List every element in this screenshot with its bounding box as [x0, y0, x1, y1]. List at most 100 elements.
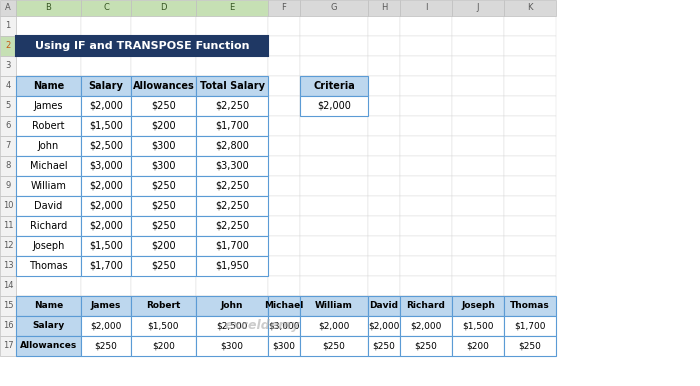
Text: $300: $300	[151, 161, 176, 171]
Text: $2,000: $2,000	[90, 322, 122, 330]
Bar	[452, 116, 504, 136]
Text: James: James	[34, 101, 63, 111]
Bar	[16, 16, 81, 36]
Bar	[81, 176, 131, 196]
Bar	[131, 316, 196, 336]
Bar	[504, 236, 556, 256]
Text: 7: 7	[6, 142, 10, 151]
Bar	[131, 336, 196, 356]
Bar	[81, 96, 131, 116]
Bar	[268, 316, 300, 336]
Bar	[452, 96, 504, 116]
Bar	[300, 296, 368, 316]
Bar	[81, 276, 131, 296]
Text: $250: $250	[151, 101, 176, 111]
Bar	[131, 16, 196, 36]
Bar	[16, 96, 81, 116]
Text: $2,000: $2,000	[317, 101, 351, 111]
Bar	[81, 336, 131, 356]
Bar	[196, 76, 268, 96]
Bar	[368, 56, 400, 76]
Bar	[16, 76, 81, 96]
Bar	[16, 316, 81, 336]
Bar	[16, 276, 81, 296]
Bar	[504, 296, 556, 316]
Text: $2,500: $2,500	[89, 141, 123, 151]
Text: $2,000: $2,000	[89, 181, 123, 191]
Bar	[368, 196, 400, 216]
Bar	[131, 116, 196, 136]
Bar	[131, 56, 196, 76]
Bar	[81, 236, 131, 256]
Text: 10: 10	[3, 201, 13, 210]
Bar	[400, 256, 452, 276]
Bar	[131, 276, 196, 296]
Text: David: David	[370, 301, 398, 310]
Bar	[368, 156, 400, 176]
Bar	[0, 276, 16, 296]
Bar	[196, 156, 268, 176]
Bar	[16, 136, 81, 156]
Bar	[196, 216, 268, 236]
Text: $1,700: $1,700	[215, 121, 249, 131]
Bar	[300, 216, 368, 236]
Text: $2,250: $2,250	[215, 201, 249, 211]
Bar	[400, 236, 452, 256]
Text: $250: $250	[519, 342, 541, 350]
Bar	[400, 316, 452, 336]
Bar	[81, 256, 131, 276]
Bar	[368, 76, 400, 96]
Text: 14: 14	[3, 281, 13, 291]
Bar	[504, 0, 556, 16]
Text: C: C	[103, 3, 109, 12]
Text: K: K	[527, 3, 533, 12]
Bar	[368, 316, 400, 336]
Text: 2: 2	[6, 42, 10, 51]
Bar	[81, 296, 131, 316]
Bar	[452, 296, 504, 316]
Text: $3,300: $3,300	[215, 161, 249, 171]
Text: 17: 17	[3, 342, 13, 350]
Bar	[81, 116, 131, 136]
Bar	[504, 296, 556, 316]
Bar	[368, 96, 400, 116]
Bar	[400, 336, 452, 356]
Bar	[16, 196, 81, 216]
Bar	[452, 0, 504, 16]
Bar	[300, 316, 368, 336]
Text: 5: 5	[6, 102, 10, 110]
Bar	[300, 36, 368, 56]
Bar	[131, 96, 196, 116]
Text: 4: 4	[6, 81, 10, 90]
Bar	[400, 296, 452, 316]
Bar	[268, 116, 300, 136]
Text: exceldemy: exceldemy	[224, 320, 300, 332]
Bar	[452, 136, 504, 156]
Bar	[400, 36, 452, 56]
Bar	[81, 76, 131, 96]
Bar	[400, 16, 452, 36]
Text: $1,700: $1,700	[215, 241, 249, 251]
Bar	[131, 96, 196, 116]
Bar	[16, 156, 81, 176]
Bar	[0, 216, 16, 236]
Bar	[81, 116, 131, 136]
Bar	[16, 256, 81, 276]
Text: $300: $300	[220, 342, 244, 350]
Bar	[81, 176, 131, 196]
Bar	[131, 76, 196, 96]
Text: 3: 3	[6, 61, 10, 71]
Text: D: D	[160, 3, 167, 12]
Bar	[16, 236, 81, 256]
Bar	[81, 136, 131, 156]
Bar	[504, 316, 556, 336]
Text: $1,500: $1,500	[148, 322, 179, 330]
Text: $250: $250	[151, 221, 176, 231]
Bar	[0, 336, 16, 356]
Text: 9: 9	[6, 181, 10, 191]
Bar	[504, 116, 556, 136]
Text: 8: 8	[6, 161, 10, 171]
Text: Allowances: Allowances	[20, 342, 77, 350]
Bar	[368, 36, 400, 56]
Bar	[16, 296, 81, 316]
